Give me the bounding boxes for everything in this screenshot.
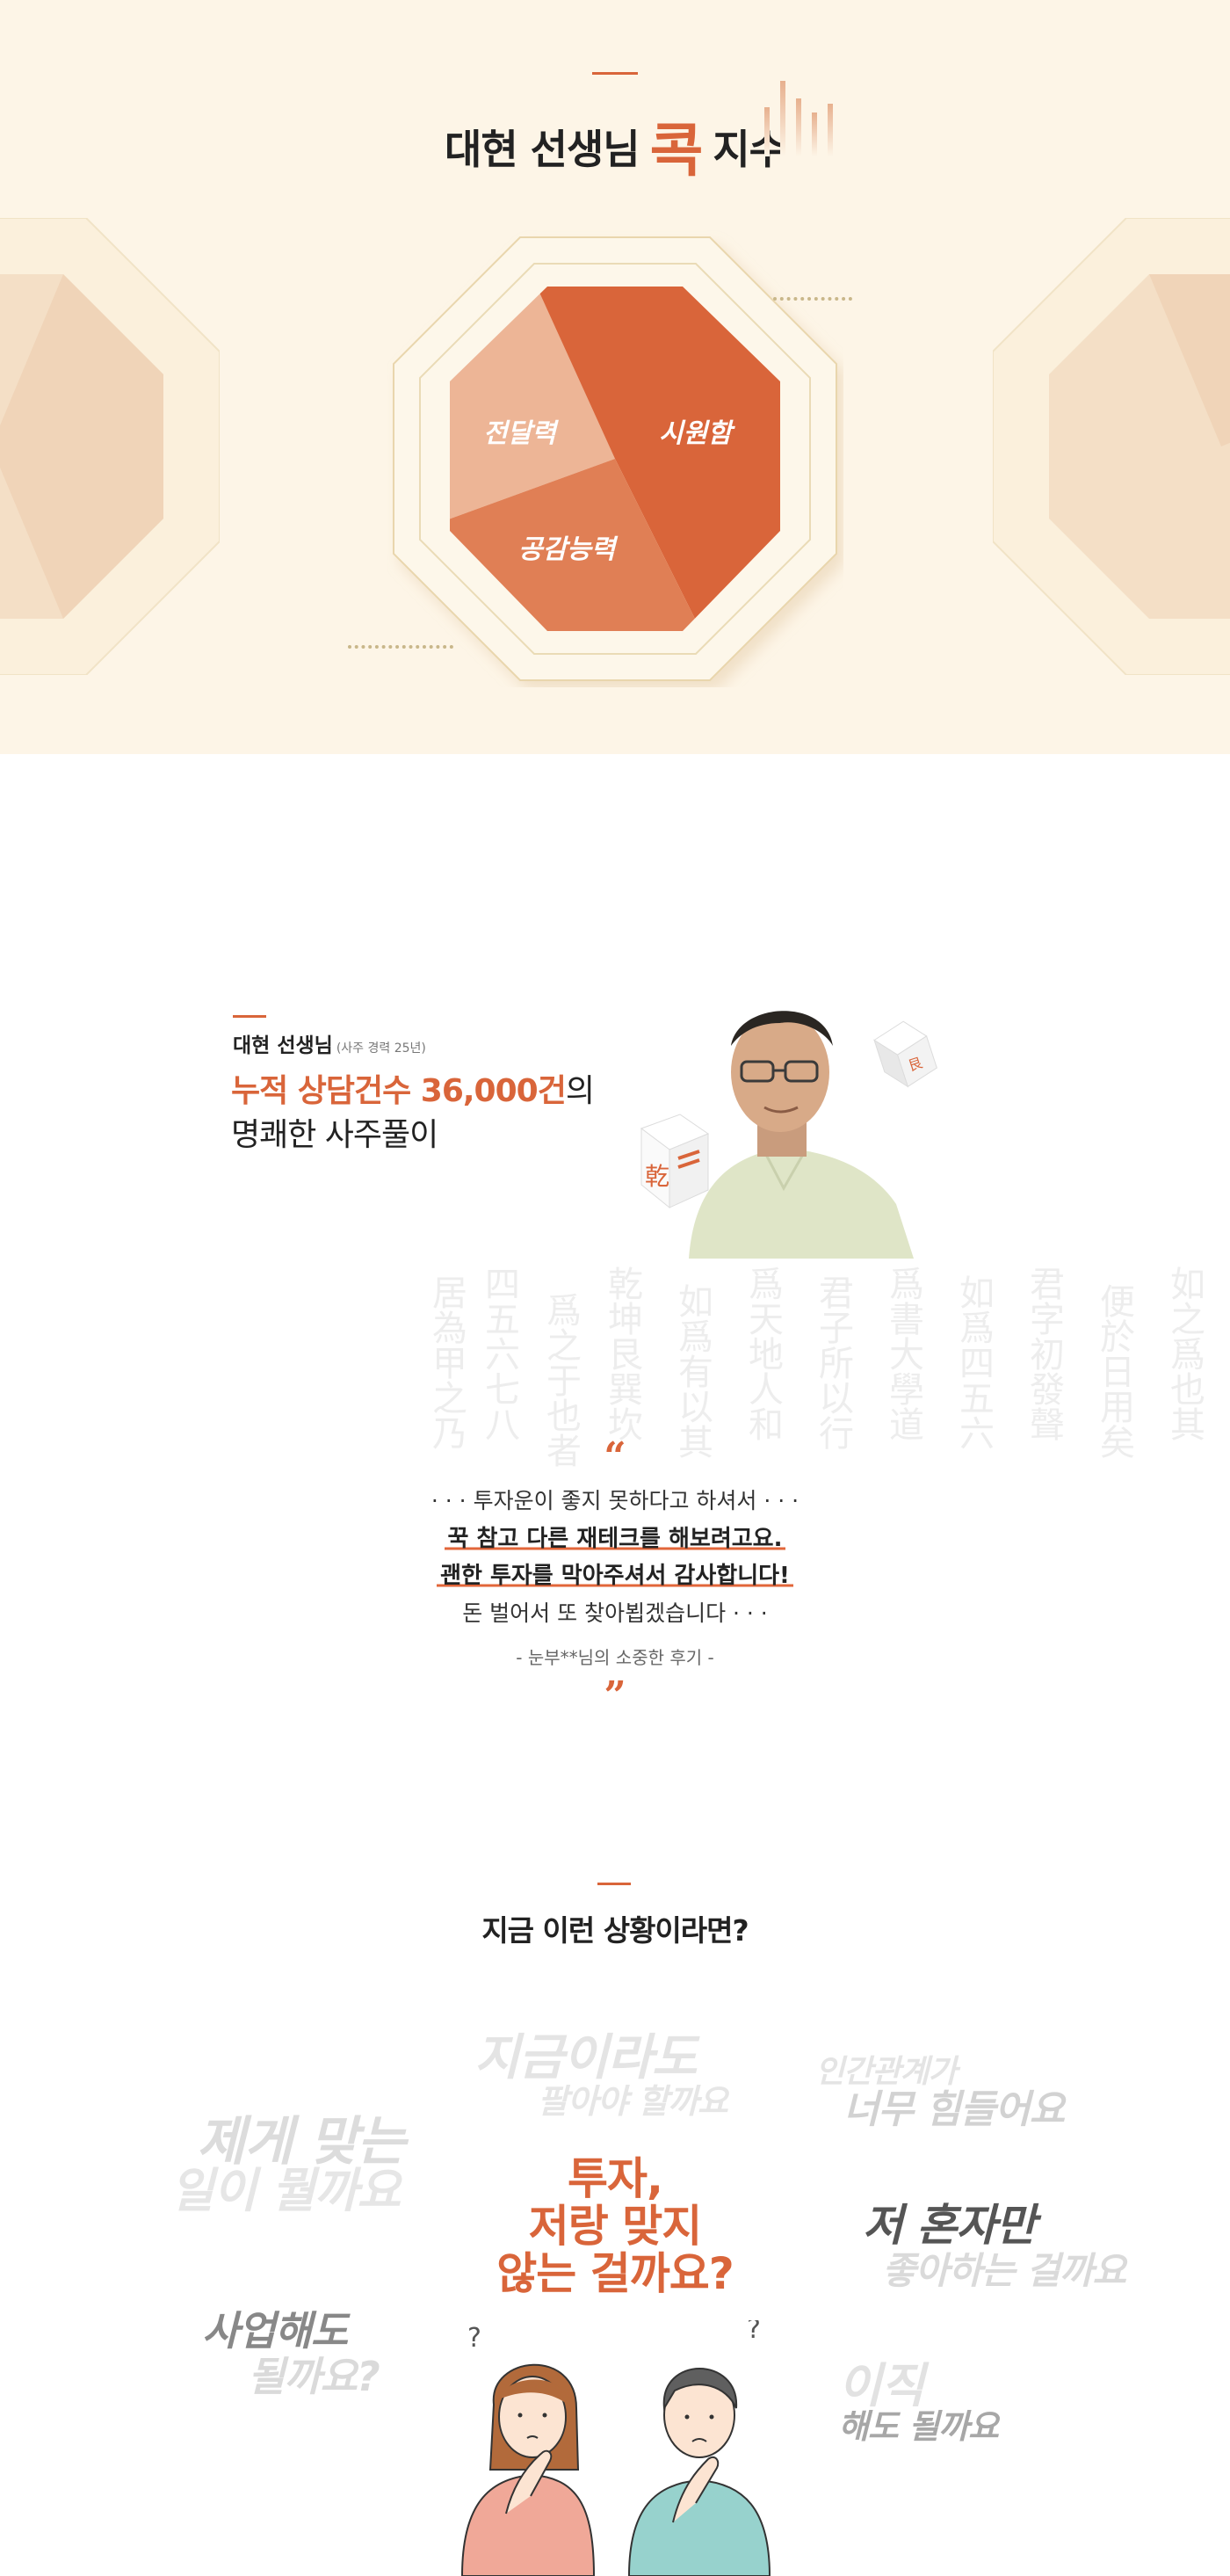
- pie-label-empathy: 공감능력: [518, 534, 616, 565]
- bubble-relations-2: 너무 힘들어요: [843, 2087, 1065, 2132]
- review-line-2-text: 꾹 참고 다른 재테크를 해보려고요.: [444, 1526, 786, 1552]
- svg-text:乾: 乾: [645, 1162, 669, 1191]
- pie-label-delivery: 전달력: [483, 418, 556, 449]
- svg-text:艮: 艮: [906, 1054, 924, 1074]
- bubble-business-2: 될까요?: [248, 2353, 380, 2400]
- quote-open-mark: “: [604, 1434, 626, 1479]
- review-line-1: · · · 투자운이 좋지 못하다고 하셔서 · · ·: [430, 1488, 800, 1513]
- bubble-business-1: 사업해도: [202, 2307, 348, 2355]
- consult-count: 누적 상담건수 36,000건: [231, 1073, 567, 1109]
- pie-slice-refreshing: [527, 287, 780, 631]
- bubble-job-change-2: 해도 될까요: [838, 2407, 999, 2446]
- title-kok: 콕: [649, 117, 704, 185]
- title-text: 대현 선생님: [445, 126, 640, 173]
- consult-stat: 누적 상담건수 36,000건의: [231, 1065, 595, 1111]
- decor-octagon-left: [0, 218, 220, 675]
- bubble-sell-now-2: 팔아야 할까요: [538, 2082, 728, 2121]
- signal-bars-icon: [764, 81, 833, 156]
- pie-label-refreshing: 시원함: [659, 418, 732, 449]
- accent-bar: [233, 1015, 266, 1018]
- svg-text:?: ?: [747, 2320, 761, 2345]
- dotted-line: [348, 645, 453, 649]
- kok-index-pie-octagon: [393, 236, 837, 681]
- bubble-job-change-1: 이직: [838, 2358, 924, 2413]
- accent-bar: [592, 72, 638, 75]
- accent-bar: [597, 1883, 631, 1885]
- review-author: - 눈부**님의 소중한 후기 -: [516, 1647, 714, 1668]
- review-line-3-text: 괜한 투자를 막아주셔서 감사합니다!: [437, 1563, 793, 1589]
- center-question-line2: 저랑 맞지: [528, 2201, 702, 2252]
- calligraphy-background: 居為甲之乃 四五六七八 爲之于也者 乾坤艮巽坎 如爲有以其 爲天地人和 君子所以…: [426, 1266, 1205, 1468]
- teacher-name: 대현 선생님 (사주 경력 25년): [233, 1028, 426, 1058]
- kok-index-section: 대현 선생님 콕 지수: [0, 0, 1230, 754]
- dotted-line: [773, 297, 852, 301]
- section-title: 대현 선생님 콕 지수: [0, 97, 1230, 185]
- decor-octagon-right: [993, 218, 1230, 675]
- center-question-line3: 않는 걸까요?: [496, 2248, 734, 2299]
- bubble-alone-2: 좋아하는 걸까요: [882, 2249, 1126, 2292]
- quote-close-mark: ”: [604, 1673, 626, 1718]
- bubble-sell-now-1: 지금이라도: [474, 2029, 698, 2086]
- review-line-3: 괜한 투자를 막아주셔서 감사합니다!: [0, 1557, 1230, 1590]
- review-line-4: 돈 벌어서 또 찾아뵙겠습니다 · · ·: [462, 1600, 768, 1626]
- consult-tail: 의: [565, 1073, 595, 1109]
- teacher-name-text: 대현 선생님: [233, 1034, 333, 1057]
- bubble-fit-job-1: 제게 맞는: [197, 2111, 406, 2173]
- review-line-2: 꾹 참고 다른 재테크를 해보려고요.: [0, 1520, 1230, 1553]
- thinking-people-illustration: ? ?: [460, 2320, 771, 2576]
- bubble-relations-1: 인간관계가: [815, 2054, 958, 2090]
- title-text-after: 지수: [713, 126, 786, 173]
- bubble-fit-job-2: 일이 뭘까요: [170, 2163, 401, 2218]
- center-question: 투자, 저랑 맞지 않는 걸까요?: [0, 2155, 1230, 2297]
- section-title: 지금 이런 상황이라면?: [481, 1913, 749, 1948]
- teacher-portrait-image: 艮 乾: [640, 1011, 937, 1259]
- center-question-line1: 투자,: [568, 2153, 663, 2204]
- consult-subline: 명쾌한 사주풀이: [231, 1117, 438, 1153]
- teacher-career: (사주 경력 25년): [336, 1041, 426, 1056]
- svg-text:?: ?: [467, 2323, 481, 2354]
- bubble-alone-1: 저 혼자만: [863, 2200, 1036, 2251]
